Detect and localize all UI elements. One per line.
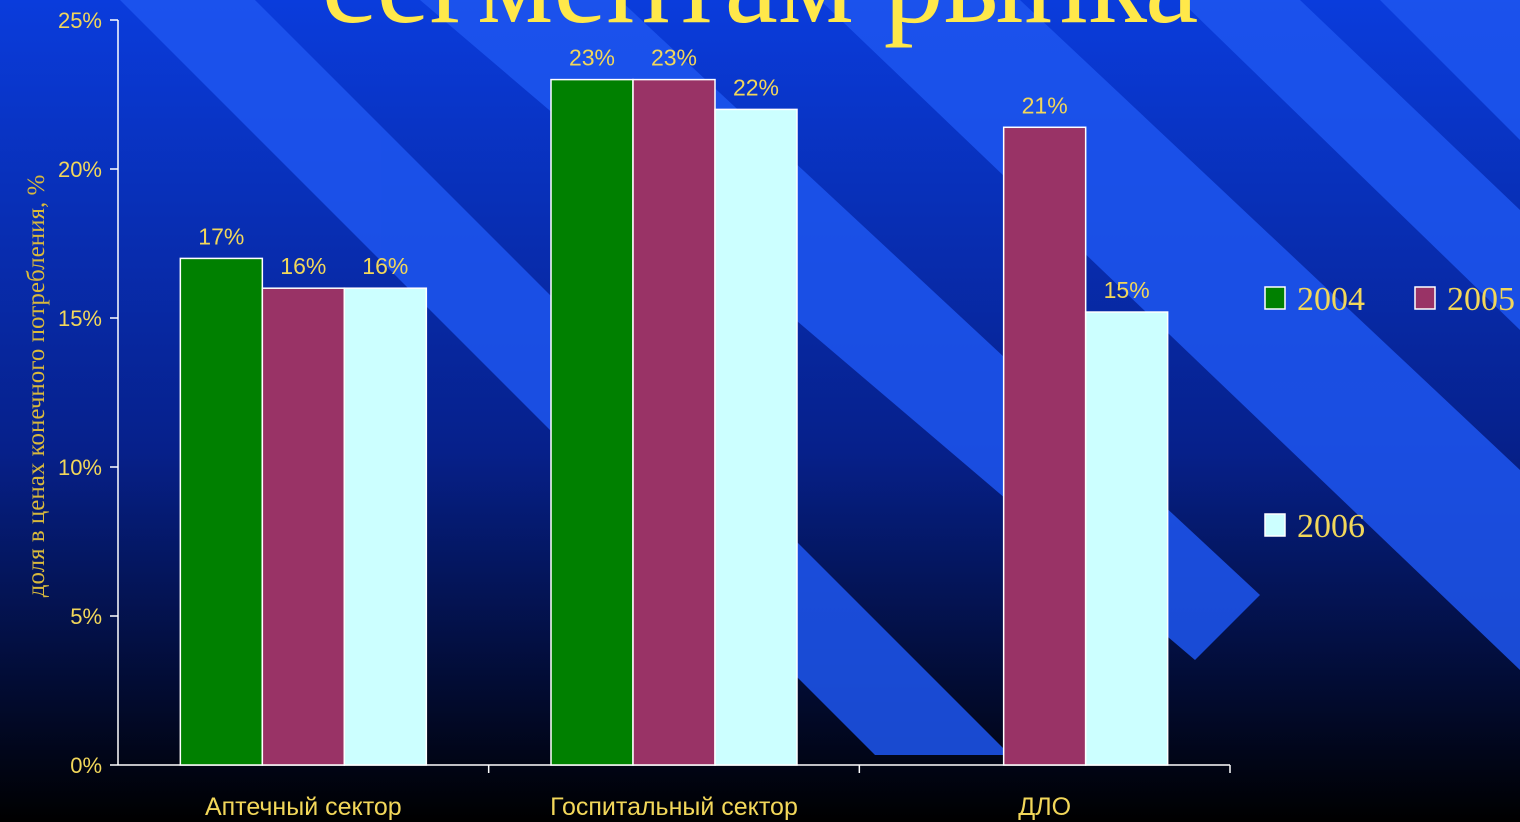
legend-swatch-2006	[1264, 513, 1286, 537]
y-tick-label: 0%	[70, 753, 102, 778]
bar-2005	[261, 287, 346, 766]
bar-2006	[714, 108, 798, 766]
stripe	[1180, 0, 1520, 330]
bar-2004	[179, 257, 264, 766]
legend-label-2004: 2004	[1297, 281, 1365, 318]
bar-2005	[1002, 126, 1087, 766]
chart-bars	[179, 78, 1169, 766]
category-label: ДЛО	[1018, 793, 1071, 821]
y-tick-label: 15%	[58, 306, 102, 331]
bar-2004	[550, 78, 634, 766]
category-label: Аптечный сектор	[205, 793, 402, 821]
y-tick-label: 25%	[58, 8, 102, 33]
slide-title-fragment: сегментам рынка	[322, 0, 1199, 48]
chart-data-labels: 17% 16% 16% 23% 23% 22% 21% 15%	[198, 45, 1149, 303]
data-label: 23%	[569, 45, 615, 71]
data-label: 22%	[733, 74, 779, 100]
bar-2006	[343, 287, 428, 766]
category-label: Госпитальный сектор	[550, 793, 798, 821]
y-tick-label: 10%	[58, 455, 102, 480]
data-label: 21%	[1022, 92, 1068, 118]
chart-legend: 2004 2005 2006	[1264, 281, 1515, 545]
legend-swatch-2004	[1264, 286, 1286, 310]
stripe	[820, 0, 1520, 670]
data-label: 17%	[198, 223, 244, 249]
stripe	[1380, 0, 1520, 140]
data-label: 16%	[280, 253, 326, 279]
legend-swatch-2005	[1414, 286, 1436, 310]
data-label: 23%	[651, 45, 697, 71]
bar-2005	[632, 78, 716, 766]
legend-label-2006: 2006	[1297, 508, 1365, 545]
y-axis-label: доля в ценах конечного потребления, %	[23, 175, 50, 598]
data-label: 16%	[362, 253, 408, 279]
y-tick-label: 20%	[58, 157, 102, 182]
legend-label-2005: 2005	[1447, 281, 1515, 318]
data-label: 15%	[1104, 277, 1150, 303]
y-tick-label: 5%	[70, 604, 102, 629]
bar-2006	[1084, 311, 1169, 766]
